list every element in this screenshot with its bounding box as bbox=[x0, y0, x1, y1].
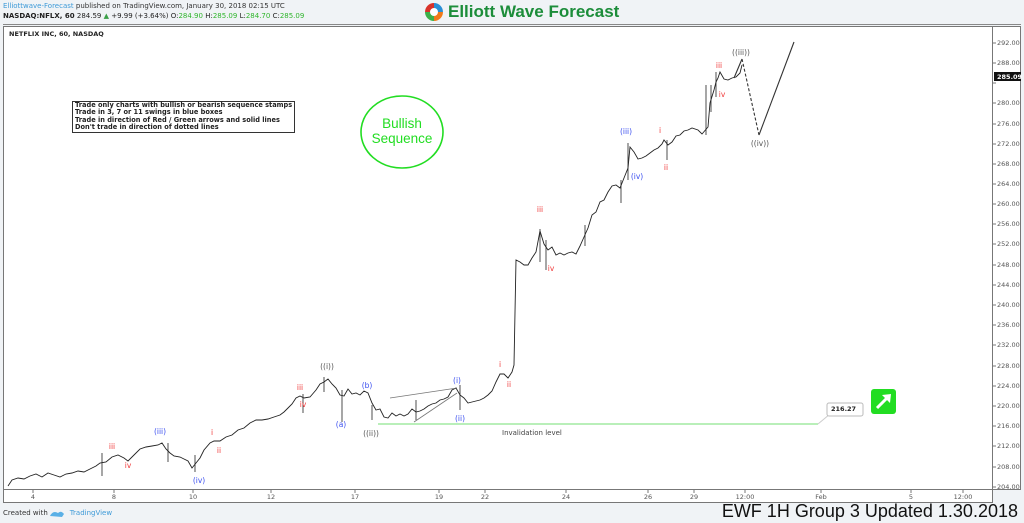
rule-line: Trade in 3, 7 or 11 swings in blue boxes bbox=[75, 108, 223, 117]
invalidation-label: Invalidation level bbox=[502, 429, 562, 437]
ewf-logo: Elliott Wave Forecast bbox=[424, 2, 619, 22]
time-axis[interactable] bbox=[3, 490, 993, 503]
rule-line: Trade only charts with bullish or bearis… bbox=[75, 101, 293, 109]
bullish-sequence-stamp: Bullish Sequence bbox=[362, 116, 442, 146]
created-with: Created with TradingView bbox=[3, 509, 112, 517]
high-label: H: bbox=[205, 12, 213, 20]
tradingview-link[interactable]: TradingView bbox=[69, 509, 113, 517]
open-label: O: bbox=[170, 12, 179, 20]
chart-caption: EWF 1H Group 3 Updated 1.30.2018 bbox=[721, 501, 1018, 521]
stamp-line-2: Sequence bbox=[371, 131, 433, 146]
created-with-text: Created with bbox=[3, 509, 48, 517]
logo-text: Elliott Wave Forecast bbox=[448, 2, 620, 21]
author-link[interactable]: Elliottwave-Forecast bbox=[3, 2, 74, 10]
open-value: 284.90 bbox=[178, 12, 203, 20]
stamp-line-1: Bullish bbox=[382, 116, 422, 131]
header-divider bbox=[3, 24, 1021, 25]
ewf-logo-icon bbox=[425, 3, 443, 21]
up-triangle-icon: ▲ bbox=[103, 12, 109, 20]
chart-pane[interactable] bbox=[3, 26, 993, 490]
price-change: +9.99 (+3.64%) bbox=[111, 12, 169, 20]
close-value: 285.09 bbox=[279, 12, 305, 20]
publish-info: Elliottwave-Forecast published on Tradin… bbox=[3, 2, 285, 10]
last-price: 284.59 bbox=[76, 12, 102, 20]
high-value: 285.09 bbox=[212, 12, 238, 20]
low-value: 284.70 bbox=[245, 12, 271, 20]
rule-line: Don't trade in direction of dotted lines bbox=[75, 123, 219, 132]
trading-rules-box: Trade only charts with bullish or bearis… bbox=[72, 101, 296, 133]
price-axis[interactable] bbox=[993, 26, 1021, 490]
close-label: C: bbox=[272, 12, 280, 20]
symbol: NASDAQ:NFLX, 60 bbox=[3, 12, 75, 20]
chart-title: NETFLIX INC, 60, NASDAQ bbox=[9, 30, 104, 38]
publish-text: published on TradingView.com, January 30… bbox=[75, 2, 285, 10]
low-label: L: bbox=[239, 12, 246, 20]
invalidation-value: 216.27 bbox=[831, 405, 857, 413]
rule-line: Trade in direction of Red / Green arrows… bbox=[75, 115, 280, 124]
symbol-quote-line: NASDAQ:NFLX, 60 284.59 ▲ +9.99 (+3.64%) … bbox=[3, 12, 304, 20]
